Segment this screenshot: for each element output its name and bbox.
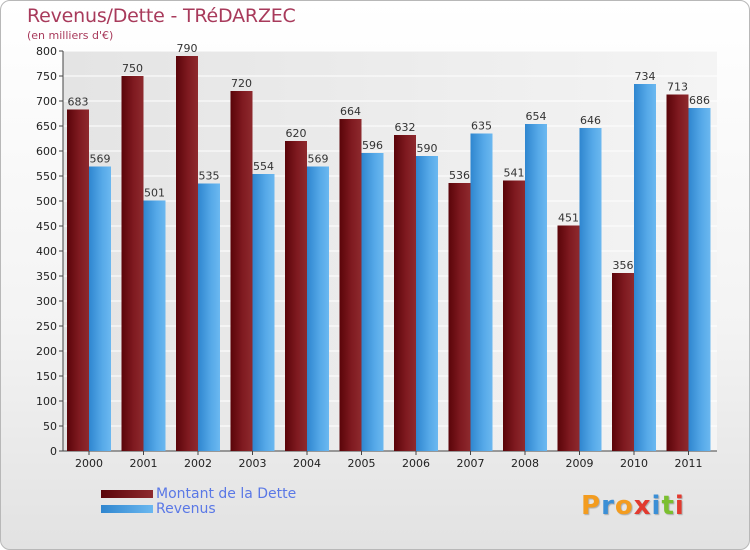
data-label-revenus-2005: 596 xyxy=(362,139,383,152)
y-tick-label: 700 xyxy=(36,95,57,108)
x-tick-label: 2010 xyxy=(620,457,648,470)
bar-revenus-2007 xyxy=(470,133,493,451)
y-tick-label: 150 xyxy=(36,370,57,383)
logo-letter: P xyxy=(581,491,602,521)
x-tick-label: 2006 xyxy=(402,457,430,470)
y-tick-label: 500 xyxy=(36,195,57,208)
bar-revenus-2010 xyxy=(634,84,656,451)
data-label-dette-2009: 451 xyxy=(558,212,579,225)
logo-letter: r xyxy=(601,491,615,521)
bar-dette-2001 xyxy=(121,76,144,451)
data-label-revenus-2004: 569 xyxy=(308,153,329,166)
bar-revenus-2011 xyxy=(688,108,711,451)
y-tick-label: 600 xyxy=(36,145,57,158)
legend-swatch-revenus xyxy=(101,505,153,513)
x-tick-label: 2007 xyxy=(457,457,485,470)
bar-dette-2010 xyxy=(612,273,634,451)
data-label-revenus-2003: 554 xyxy=(253,160,274,173)
logo-letter: i xyxy=(651,491,662,521)
y-tick-label: 800 xyxy=(36,45,57,58)
y-tick-label: 400 xyxy=(36,245,57,258)
data-label-revenus-2009: 646 xyxy=(580,114,601,127)
data-label-revenus-2011: 686 xyxy=(689,94,710,107)
data-label-dette-2008: 541 xyxy=(504,167,525,180)
bar-dette-2000 xyxy=(67,109,89,451)
data-label-dette-2006: 632 xyxy=(395,121,416,134)
chart-title: Revenus/Dette - TRéDARZEC xyxy=(27,5,296,27)
legend-swatch-dette xyxy=(101,490,153,498)
legend-label-revenus: Revenus xyxy=(156,501,216,517)
x-tick-label: 2000 xyxy=(75,457,103,470)
logo-letter: i xyxy=(674,491,685,521)
bar-revenus-2003 xyxy=(252,174,275,451)
bar-revenus-2009 xyxy=(579,128,602,451)
y-tick-label: 650 xyxy=(36,120,57,133)
logo-letter: t xyxy=(661,491,675,521)
bar-dette-2002 xyxy=(176,56,198,451)
x-tick-label: 2008 xyxy=(511,457,539,470)
x-tick-label: 2009 xyxy=(566,457,594,470)
bar-revenus-2002 xyxy=(198,183,220,451)
y-tick-label: 300 xyxy=(36,295,57,308)
logo-letter: o xyxy=(614,491,634,521)
y-tick-label: 0 xyxy=(50,445,57,458)
data-label-revenus-2000: 569 xyxy=(90,153,111,166)
data-label-dette-2000: 683 xyxy=(68,96,89,109)
bar-revenus-2008 xyxy=(525,124,547,451)
data-label-revenus-2010: 734 xyxy=(635,70,656,83)
x-tick-label: 2011 xyxy=(675,457,703,470)
chart-subtitle: (en milliers d'€) xyxy=(27,29,114,42)
y-tick-label: 250 xyxy=(36,320,57,333)
x-tick-label: 2005 xyxy=(348,457,376,470)
data-label-dette-2007: 536 xyxy=(449,169,470,182)
data-label-dette-2002: 790 xyxy=(177,42,198,55)
y-tick-label: 750 xyxy=(36,70,57,83)
data-label-dette-2010: 356 xyxy=(613,259,634,272)
bar-dette-2005 xyxy=(339,119,362,451)
y-tick-label: 550 xyxy=(36,170,57,183)
legend-label-dette: Montant de la Dette xyxy=(156,486,297,502)
x-tick-label: 2002 xyxy=(184,457,212,470)
data-label-dette-2001: 750 xyxy=(122,62,143,75)
bar-dette-2003 xyxy=(230,91,253,451)
data-label-revenus-2008: 654 xyxy=(526,110,547,123)
proxiti-logo: Proxiti xyxy=(581,491,685,521)
y-tick-label: 350 xyxy=(36,270,57,283)
x-tick-label: 2001 xyxy=(130,457,158,470)
bar-dette-2008 xyxy=(503,180,525,451)
data-label-dette-2003: 720 xyxy=(231,77,252,90)
x-tick-label: 2004 xyxy=(293,457,321,470)
y-tick-label: 100 xyxy=(36,395,57,408)
bar-revenus-2004 xyxy=(307,166,329,451)
data-label-revenus-2006: 590 xyxy=(417,142,438,155)
y-tick-label: 200 xyxy=(36,345,57,358)
logo-letter: x xyxy=(633,491,652,521)
bar-revenus-2000 xyxy=(89,166,111,451)
bar-dette-2006 xyxy=(394,135,416,451)
data-label-dette-2005: 664 xyxy=(340,105,361,118)
bar-revenus-2005 xyxy=(361,153,384,451)
x-tick-label: 2003 xyxy=(239,457,267,470)
data-label-revenus-2007: 635 xyxy=(471,120,492,133)
data-label-dette-2004: 620 xyxy=(286,127,307,140)
y-tick-label: 450 xyxy=(36,220,57,233)
y-tick-label: 50 xyxy=(43,420,57,433)
bar-dette-2004 xyxy=(285,141,307,451)
bar-dette-2007 xyxy=(448,183,471,451)
bar-dette-2011 xyxy=(666,94,689,451)
data-label-revenus-2002: 535 xyxy=(199,170,220,183)
bar-revenus-2001 xyxy=(143,200,166,451)
data-label-revenus-2001: 501 xyxy=(144,187,165,200)
bar-revenus-2006 xyxy=(416,156,438,451)
bar-dette-2009 xyxy=(557,225,580,451)
data-label-dette-2011: 713 xyxy=(667,81,688,94)
